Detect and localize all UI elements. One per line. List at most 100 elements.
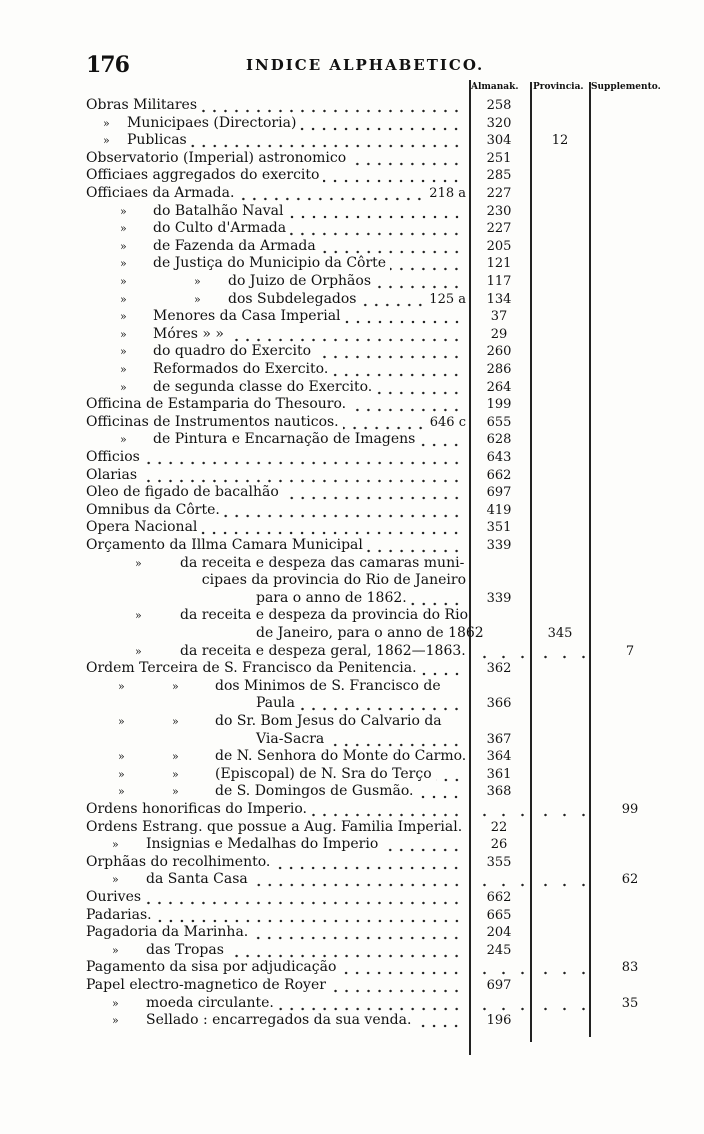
entry-label: Ordens Estrang. que possue a Aug. Famili… xyxy=(86,818,463,835)
entry-label: Papel electro-magnetico de Royer xyxy=(86,977,326,993)
index-entry: Paula 366 xyxy=(0,695,704,713)
ditto-mark: » xyxy=(120,239,127,253)
ditto-mark: » xyxy=(172,767,179,781)
index-entry: Olarias 662 xyxy=(0,466,704,484)
dot-leader xyxy=(471,871,527,889)
index-entry: » da receita e despeza das camaras muni- xyxy=(0,555,704,572)
almanak-page: 361 xyxy=(486,766,512,782)
ditto-mark: » xyxy=(118,767,125,781)
entry-label: cipaes da provincia do Rio de Janeiro xyxy=(201,572,466,589)
index-entry: Opera Nacional 351 xyxy=(0,519,704,537)
entry-label: Ordem Terceira de S. Francisco da Penite… xyxy=(86,660,417,677)
almanak-page: 366 xyxy=(486,696,512,712)
entry-label: da receita e despeza da provincia do Rio xyxy=(180,607,468,624)
dot-leader xyxy=(277,994,462,1012)
entry-label: do Juizo de Orphãos xyxy=(228,273,372,289)
supplemento-page: 7 xyxy=(625,643,635,659)
entry-label: Omnibus da Côrte. xyxy=(86,501,220,518)
index-entry: » Móres » » 29 xyxy=(0,325,704,343)
index-entry: » das Tropas 245 xyxy=(0,941,704,959)
ditto-mark: » xyxy=(172,785,179,799)
almanak-page: 117 xyxy=(486,274,512,289)
entry-reference: 646 c xyxy=(429,414,466,430)
almanak-page: 320 xyxy=(486,115,512,131)
ditto-mark: » xyxy=(112,943,119,957)
ditto-mark: » xyxy=(118,715,125,728)
index-entry: » Publicas 304 12 xyxy=(0,132,704,150)
index-entry: Pagadoria da Marinha. 204 xyxy=(0,924,704,942)
ditto-mark: » xyxy=(118,785,125,799)
dot-leader xyxy=(382,836,462,854)
entry-label: Officiaes aggregados do exercito xyxy=(86,167,320,184)
ditto-mark: » xyxy=(118,750,125,764)
entry-label: de S. Domingos de Gusmão. xyxy=(215,783,414,800)
index-entry: » Reformados do Exercito. 286 xyxy=(0,361,704,378)
provincia-page: 12 xyxy=(551,133,569,149)
entry-label: Pagadoria da Marinha. xyxy=(86,924,249,941)
ditto-mark: » xyxy=(120,275,127,288)
entry-label: dos Subdelegados xyxy=(228,290,357,307)
dot-leader xyxy=(251,871,462,889)
almanak-page: 351 xyxy=(486,520,512,536)
dot-leader xyxy=(366,537,462,554)
entry-label: Officinas de Instrumentos nauticos. xyxy=(86,413,339,430)
index-entry: » de segunda classe do Exercito. 264 xyxy=(0,378,704,396)
dot-leader xyxy=(419,431,462,449)
entry-label: de N. Senhora do Monte do Carmo. xyxy=(215,748,467,765)
entry-label: de Janeiro, para o anno de 1862 xyxy=(256,625,484,641)
provincia-page: 345 xyxy=(547,626,573,641)
dot-leader xyxy=(471,642,527,660)
dot-leader xyxy=(287,202,462,220)
entry-label: Officina de Estamparia do Thesouro. xyxy=(86,396,347,413)
dot-leader xyxy=(375,273,462,290)
index-entry: » da receita e despeza da provincia do Ri… xyxy=(0,607,704,624)
dot-leader xyxy=(201,97,462,114)
almanak-page: 196 xyxy=(486,1013,512,1029)
index-entry: Officiaes da Armada. 218 a 227 xyxy=(0,185,704,202)
ditto-mark: » xyxy=(120,292,127,306)
almanak-page: 697 xyxy=(486,485,512,501)
dot-leader xyxy=(223,501,462,519)
ditto-mark: » xyxy=(120,204,127,218)
ditto-mark: » xyxy=(120,363,127,376)
almanak-page: 205 xyxy=(486,238,512,254)
ditto-mark: » xyxy=(112,873,119,887)
entry-label: Olarias xyxy=(86,466,138,483)
dot-leader xyxy=(282,484,462,502)
dot-leader xyxy=(311,801,462,818)
dot-leader xyxy=(445,678,462,695)
dot-leader xyxy=(252,924,462,942)
index-entry: » » (Episcopal) de N. Sra do Terço 361 xyxy=(0,765,704,783)
ditto-mark: » xyxy=(103,134,110,148)
column-divider xyxy=(469,80,471,1055)
entry-label: Ourives xyxy=(86,889,142,905)
index-entry: » da receita e despeza geral, 1862—1863. 7 xyxy=(0,642,704,660)
almanak-page: 26 xyxy=(490,837,508,853)
entry-label: da receita e despeza geral, 1862—1863. xyxy=(180,642,466,659)
entry-label: de segunda classe do Exercito. xyxy=(153,378,373,395)
index-entry: para o anno de 1862. 339 xyxy=(0,589,704,607)
almanak-page: 662 xyxy=(486,890,512,905)
ditto-mark: » xyxy=(120,380,127,394)
almanak-page: 29 xyxy=(490,326,508,342)
index-entry: » » do Juizo de Orphãos 117 xyxy=(0,273,704,290)
index-entry: Padarias. 665 xyxy=(0,906,704,924)
dot-leader xyxy=(227,325,462,343)
entry-label: Insignias e Medalhas do Imperio xyxy=(146,836,379,853)
ditto-mark: » xyxy=(118,679,125,693)
almanak-page: 245 xyxy=(486,942,512,958)
entry-label: Officiaes da Armada. xyxy=(86,185,235,201)
entry-label: Padarias. xyxy=(86,906,152,923)
index-entry: » » dos Minimos de S. Francisco de xyxy=(0,678,704,695)
dot-leader xyxy=(332,361,462,378)
index-entry: Officina de Estamparia do Thesouro. 199 xyxy=(0,396,704,414)
entry-label: Móres » » xyxy=(153,325,224,342)
index-entry: Ourives 662 xyxy=(0,889,704,906)
index-entry: Observatorio (Imperial) astronomico 251 xyxy=(0,149,704,167)
ditto-mark: » xyxy=(172,750,179,764)
dot-leader xyxy=(532,959,588,977)
almanak-page: 339 xyxy=(486,538,512,553)
almanak-page: 260 xyxy=(486,344,512,360)
index-entry: Omnibus da Côrte. 419 xyxy=(0,501,704,519)
ditto-mark: » xyxy=(135,609,142,623)
